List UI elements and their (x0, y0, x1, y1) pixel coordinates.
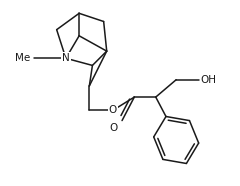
Text: Me: Me (15, 53, 30, 63)
Text: O: O (110, 123, 118, 133)
Text: OH: OH (201, 75, 217, 85)
Text: O: O (109, 105, 117, 115)
Text: N: N (62, 53, 70, 63)
